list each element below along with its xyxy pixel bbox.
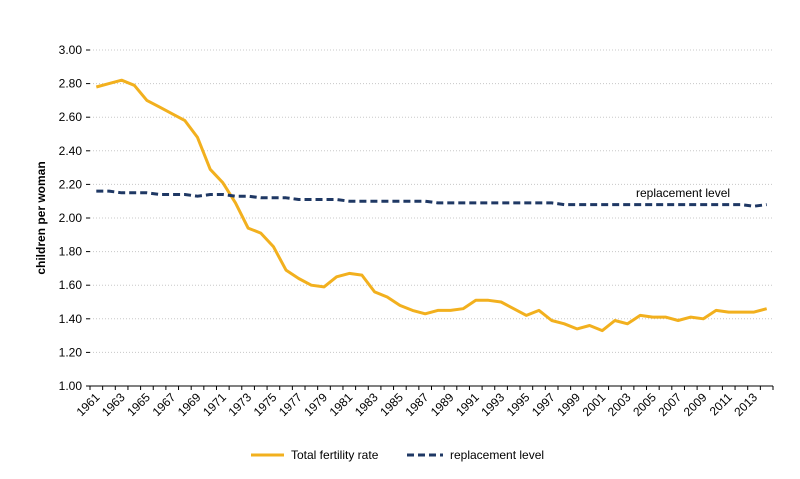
series-lines <box>95 78 768 333</box>
x-tick-label: 2009 <box>681 390 710 419</box>
legend: Total fertility rate replacement level <box>251 448 544 462</box>
y-tick-label: 2.80 <box>59 77 83 91</box>
gridlines <box>90 49 773 387</box>
legend-label-replacement-level: replacement level <box>450 448 544 462</box>
y-tick-label: 1.80 <box>59 245 83 259</box>
y-tick-label: 3.00 <box>59 43 83 57</box>
replacement-level-annotation: replacement level <box>636 186 730 200</box>
series-line-total-fertility-rate <box>95 78 768 333</box>
x-tick-label: 1967 <box>150 390 179 419</box>
x-tick-label: 1971 <box>200 390 229 419</box>
x-tick-label: 1997 <box>529 390 558 419</box>
x-tick-label: 1975 <box>251 390 280 419</box>
y-tick-label: 2.00 <box>59 211 83 225</box>
y-tick-label: 1.20 <box>59 345 83 359</box>
x-tick-label: 1983 <box>352 390 381 419</box>
x-tick-label: 2003 <box>605 390 634 419</box>
y-tick-label: 1.00 <box>59 379 83 393</box>
y-tick-label: 1.40 <box>59 312 83 326</box>
x-tick-label: 1987 <box>403 390 432 419</box>
y-tick-label: 2.60 <box>59 110 83 124</box>
y-tick-label: 2.40 <box>59 144 83 158</box>
y-tick-label: 1.60 <box>59 278 83 292</box>
x-tick-label: 1965 <box>124 390 153 419</box>
x-tick-label: 1961 <box>74 390 103 419</box>
x-tick-label: 2001 <box>580 390 609 419</box>
x-tick-label: 1969 <box>175 390 204 419</box>
axes: 1.00 1.20 1.40 1.60 1.80 2.00 2.20 2.40 2.60 2.80… <box>59 43 774 419</box>
x-tick-label: 1991 <box>453 390 482 419</box>
x-tick-label: 1993 <box>478 390 507 419</box>
x-tick-label: 2005 <box>630 390 659 419</box>
x-tick-label: 1985 <box>377 390 406 419</box>
x-tick-label: 1989 <box>428 390 457 419</box>
x-tick-label: 2013 <box>731 390 760 419</box>
y-axis-title: children per woman <box>34 161 48 274</box>
x-tick-label: 1999 <box>554 390 583 419</box>
x-tick-label: 1995 <box>504 390 533 419</box>
x-tick-label: 1977 <box>276 390 305 419</box>
x-tick-label: 2011 <box>707 390 735 418</box>
legend-label-total-fertility-rate: Total fertility rate <box>291 448 379 462</box>
x-tick-label: 1981 <box>327 390 356 419</box>
x-tick-label: 1979 <box>301 390 330 419</box>
x-tick-label: 1973 <box>225 390 254 419</box>
y-tick-label: 2.20 <box>59 177 83 191</box>
x-tick-label: 2007 <box>655 390 684 419</box>
series-line-replacement-level <box>96 189 767 208</box>
x-tick-label: 1963 <box>99 390 128 419</box>
